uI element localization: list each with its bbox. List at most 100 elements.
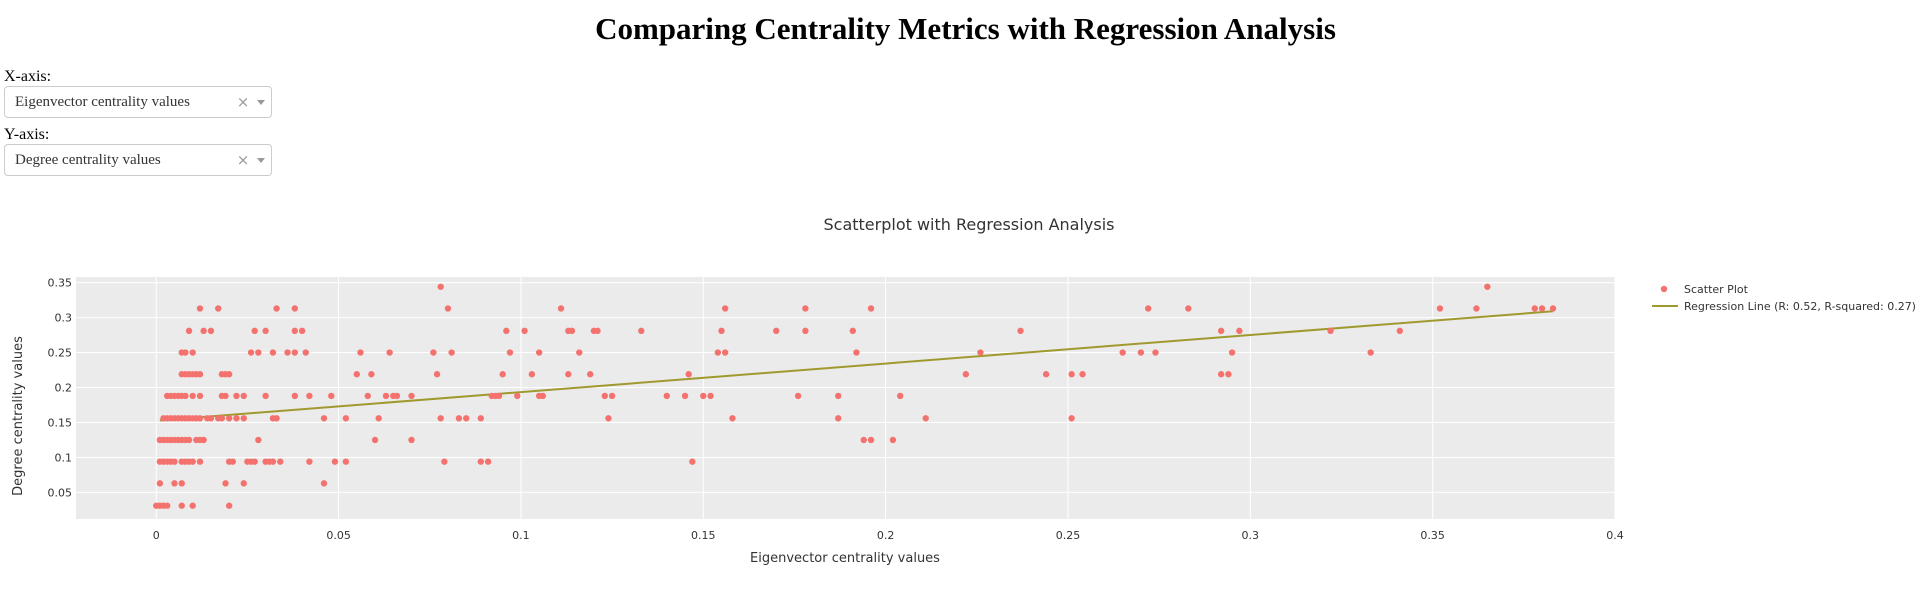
scatter-point [802, 327, 809, 335]
scatter-point [163, 502, 171, 509]
scatter-point [375, 415, 382, 422]
scatter-point [689, 458, 696, 465]
scatter-point [342, 458, 350, 465]
scatter-point [251, 458, 258, 465]
scatter-point [477, 415, 485, 422]
scatter-point [605, 415, 612, 422]
scatter-point [867, 305, 875, 312]
scatter-point [601, 392, 609, 400]
scatter-point [273, 305, 280, 312]
scatter-point [477, 458, 485, 465]
scatter-point [539, 392, 547, 400]
scatter-point [1217, 371, 1225, 378]
y-tick-label: 0.3 [55, 312, 73, 325]
scatter-point [306, 458, 313, 465]
y-tick-label: 0.1 [55, 451, 73, 464]
scatter-point [962, 371, 970, 378]
x-tick-label: 0.05 [326, 529, 351, 542]
scatter-point [357, 349, 364, 356]
scatter-point [802, 305, 809, 312]
scatter-point [463, 415, 470, 422]
scatter-point [185, 327, 193, 335]
scatter-point [535, 349, 543, 356]
scatter-point [291, 327, 299, 335]
x-axis-label: X-axis: [4, 68, 52, 85]
scatter-point [189, 458, 196, 465]
scatter-point [225, 371, 233, 378]
scatter-point [200, 327, 207, 335]
scatter-point [514, 392, 521, 400]
scatter-point [1236, 327, 1243, 335]
legend-marker-scatter [1660, 285, 1668, 293]
scatter-point [444, 305, 452, 312]
scatter-point [408, 392, 415, 400]
regression-line [159, 310, 1554, 422]
scatter-point [196, 305, 204, 312]
scatter-point [233, 415, 240, 422]
scatter-point [506, 349, 514, 356]
scatter-point [342, 415, 350, 422]
scatter-point [225, 502, 233, 509]
scatter-point [302, 349, 309, 356]
scatter-point [437, 415, 444, 422]
scatter-point [1017, 327, 1024, 335]
scatter-point [835, 392, 842, 400]
scatter-point [189, 502, 196, 509]
scatter-point [386, 349, 393, 356]
scatter-point [222, 392, 229, 400]
scatter-point [178, 480, 185, 487]
scatter-point [196, 415, 204, 422]
scatter-point [608, 392, 616, 400]
scatter-point [171, 458, 178, 465]
scatter-point [171, 480, 178, 487]
y-axis-dropdown[interactable]: Degree centrality values × [4, 144, 272, 176]
scatter-point [448, 349, 455, 356]
scatter-point [1531, 305, 1538, 312]
legend-label-scatter: Scatter Plot [1684, 283, 1749, 296]
scatter-point [568, 327, 576, 335]
scatter-point [331, 458, 339, 465]
scatter-point [393, 392, 401, 400]
scatter-point [835, 415, 842, 422]
scatter-point [269, 349, 277, 356]
scatter-point [291, 349, 299, 356]
scatter-point [306, 392, 313, 400]
scatter-point [441, 458, 448, 465]
scatter-point [364, 392, 371, 400]
x-tick-label: 0.15 [691, 529, 716, 542]
y-tick-label: 0.15 [48, 416, 73, 429]
clear-icon[interactable]: × [236, 93, 250, 111]
scatter-point [528, 371, 536, 378]
scatter-point [1185, 305, 1192, 312]
scatter-point [262, 327, 269, 335]
scatter-point [262, 392, 269, 400]
scatter-point [196, 458, 204, 465]
scatter-point [189, 392, 196, 400]
x-tick-label: 0.35 [1420, 529, 1445, 542]
x-tick-label: 0.1 [512, 529, 530, 542]
scatter-point [503, 327, 510, 335]
scatter-point [718, 327, 725, 335]
scatter-point [156, 480, 164, 487]
x-axis-dropdown[interactable]: Eigenvector centrality values × [4, 86, 272, 118]
clear-icon[interactable]: × [236, 151, 250, 169]
chevron-down-icon[interactable] [251, 99, 271, 105]
scatter-point [1225, 371, 1232, 378]
scatter-point [433, 371, 441, 378]
page-title: Comparing Centrality Metrics with Regres… [595, 11, 1336, 46]
scatter-point [1396, 327, 1404, 335]
chevron-down-icon[interactable] [251, 157, 271, 163]
chart-title: Scatterplot with Regression Analysis [823, 215, 1114, 234]
legend-label-regression: Regression Line (R: 0.52, R-squared: 0.2… [1684, 300, 1916, 313]
scatter-point [495, 392, 503, 400]
y-axis-label: Y-axis: [4, 126, 50, 143]
scatter-point [240, 392, 247, 400]
scatter-point [255, 436, 262, 444]
x-tick-label: 0.3 [1242, 529, 1260, 542]
scatter-point [255, 349, 262, 356]
scatter-point [794, 392, 802, 400]
scatter-point [207, 327, 215, 335]
x-axis-title: Eigenvector centrality values [750, 551, 940, 566]
scatter-point [1538, 305, 1546, 312]
scatter-point [225, 415, 233, 422]
